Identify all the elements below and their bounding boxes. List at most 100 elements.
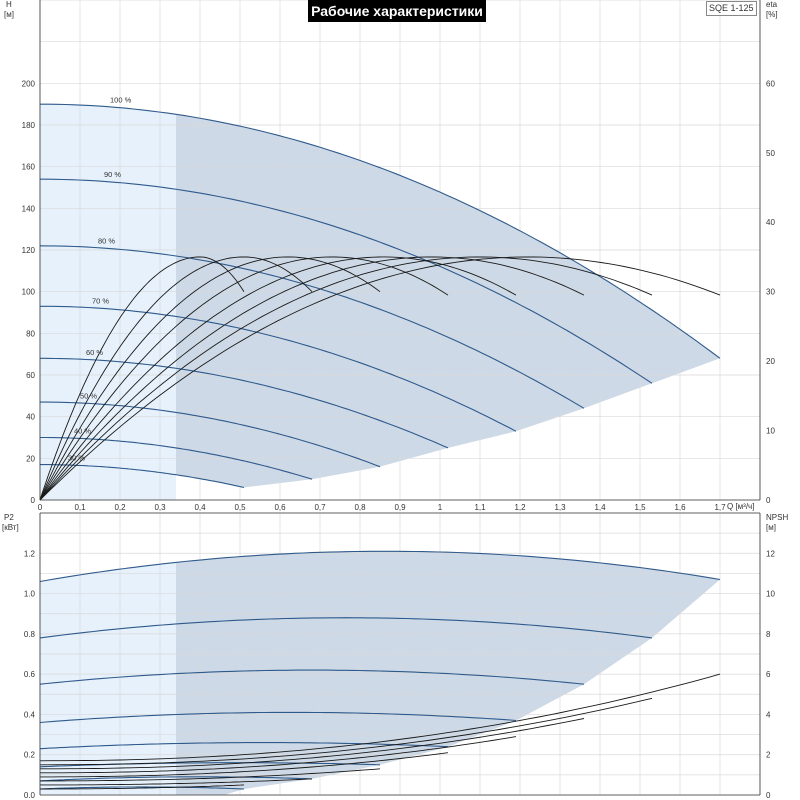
q-tick-label: 1,6 bbox=[674, 503, 686, 512]
eta-axis-label: eta bbox=[766, 0, 778, 9]
power-curve bbox=[39, 786, 245, 790]
p2-tick-label: 0.4 bbox=[24, 710, 36, 719]
p2-tick-label: 0.8 bbox=[24, 630, 36, 639]
p2-tick-label: 1.0 bbox=[24, 590, 36, 599]
speed-label: 30 % bbox=[68, 453, 85, 462]
p2-tick-label: 1.2 bbox=[24, 549, 36, 558]
npsh-tick-label: 2 bbox=[766, 751, 771, 760]
eta-tick-label: 0 bbox=[766, 496, 771, 505]
efficiency-curve bbox=[39, 256, 381, 501]
h-tick-label: 100 bbox=[22, 288, 36, 297]
npsh-curve bbox=[40, 778, 313, 786]
left-operating-region bbox=[40, 562, 176, 795]
q-tick-label: 1,7 bbox=[714, 503, 726, 512]
efficiency-curve bbox=[39, 256, 245, 501]
h-axis-unit: [м] bbox=[4, 10, 14, 19]
q-tick-label: 1,1 bbox=[474, 503, 486, 512]
efficiency-curve bbox=[39, 256, 313, 501]
p2-axis-unit: [кВт] bbox=[2, 523, 19, 532]
h-tick-label: 160 bbox=[22, 163, 36, 172]
h-tick-label: 20 bbox=[26, 454, 35, 463]
efficiency-curve bbox=[39, 256, 449, 501]
eta-tick-label: 60 bbox=[766, 79, 775, 88]
model-label: SQE 1-125 bbox=[706, 1, 757, 16]
q-tick-label: 0,3 bbox=[154, 503, 166, 512]
h-tick-label: 80 bbox=[26, 329, 35, 338]
efficiency-curve bbox=[39, 256, 585, 501]
speed-label: 70 % bbox=[92, 296, 109, 305]
power-curve bbox=[39, 776, 313, 782]
q-tick-label: 1,4 bbox=[594, 503, 606, 512]
p2-axis-label: P2 bbox=[4, 513, 14, 522]
head-curve bbox=[39, 245, 585, 409]
head-curve bbox=[40, 357, 449, 449]
q-tick-label: 1,2 bbox=[514, 503, 526, 512]
h-tick-label: 180 bbox=[22, 121, 36, 130]
chart-title: Рабочие характеристики bbox=[308, 0, 486, 22]
q-tick-label: 0 bbox=[38, 503, 43, 512]
h-tick-label: 40 bbox=[26, 413, 35, 422]
speed-label: 40 % bbox=[74, 427, 91, 436]
npsh-tick-label: 10 bbox=[766, 590, 775, 599]
q-tick-label: 1 bbox=[438, 503, 443, 512]
power-curve bbox=[39, 617, 653, 639]
speed-label: 50 % bbox=[80, 391, 97, 400]
eta-axis-unit: [%] bbox=[766, 10, 778, 19]
q-tick-label: 0,6 bbox=[274, 503, 286, 512]
q-tick-label: 0,4 bbox=[194, 503, 206, 512]
npsh-tick-label: 0 bbox=[766, 791, 771, 800]
npsh-tick-label: 8 bbox=[766, 630, 771, 639]
npsh-axis-unit: [м] bbox=[766, 523, 776, 532]
speed-label: 100 % bbox=[110, 96, 132, 105]
head-curve bbox=[40, 305, 517, 432]
head-curve bbox=[40, 103, 721, 359]
q-tick-label: 0,5 bbox=[234, 503, 246, 512]
q-tick-label: 0,1 bbox=[74, 503, 86, 512]
npsh-curve bbox=[40, 697, 653, 766]
eta-tick-label: 30 bbox=[766, 288, 775, 297]
q-tick-label: 0,9 bbox=[394, 503, 406, 512]
eta-tick-label: 40 bbox=[766, 218, 775, 227]
npsh-curve bbox=[40, 718, 585, 770]
npsh-curve bbox=[40, 752, 449, 778]
npsh-curve bbox=[40, 784, 245, 790]
npsh-tick-label: 6 bbox=[766, 670, 771, 679]
q-tick-label: 0,2 bbox=[114, 503, 126, 512]
h-tick-label: 200 bbox=[22, 79, 36, 88]
npsh-curve bbox=[40, 768, 381, 782]
eta-tick-label: 10 bbox=[766, 427, 775, 436]
eta-tick-label: 20 bbox=[766, 357, 775, 366]
power-curve bbox=[39, 669, 585, 685]
head-curve bbox=[40, 436, 313, 480]
p2-tick-label: 0.0 bbox=[24, 791, 36, 800]
efficiency-curve bbox=[39, 256, 721, 501]
head-eta-panel: 100 % 90 % 80 % 70 % 60 % 50 % 40 % 30 % 0 20 40 6… bbox=[4, 0, 778, 512]
q-axis-label: Q [м³/ч] bbox=[727, 502, 754, 511]
npsh-curve bbox=[39, 673, 721, 762]
left-operating-region bbox=[40, 104, 176, 501]
head-curve bbox=[40, 401, 381, 468]
p2-tick-label: 0.6 bbox=[24, 670, 36, 679]
npsh-tick-label: 12 bbox=[766, 549, 775, 558]
speed-label: 90 % bbox=[104, 170, 121, 179]
npsh-axis-label: NPSH bbox=[766, 513, 788, 522]
p2-tick-label: 0.2 bbox=[24, 751, 36, 760]
h-tick-label: 0 bbox=[31, 496, 36, 505]
power-curve bbox=[39, 742, 449, 750]
power-curve bbox=[39, 550, 721, 583]
efficiency-curve bbox=[39, 256, 517, 501]
h-tick-label: 140 bbox=[22, 204, 36, 213]
q-tick-label: 0,7 bbox=[314, 503, 326, 512]
h-axis-label: H bbox=[6, 0, 12, 9]
power-curve bbox=[39, 711, 517, 724]
head-curve bbox=[40, 464, 245, 489]
speed-label: 80 % bbox=[98, 236, 115, 245]
efficiency-curve bbox=[39, 256, 653, 501]
recommended-operating-region bbox=[176, 114, 720, 488]
q-tick-label: 1,3 bbox=[554, 503, 566, 512]
head-curve bbox=[40, 178, 653, 384]
h-tick-label: 60 bbox=[26, 371, 35, 380]
npsh-curve bbox=[40, 736, 517, 774]
